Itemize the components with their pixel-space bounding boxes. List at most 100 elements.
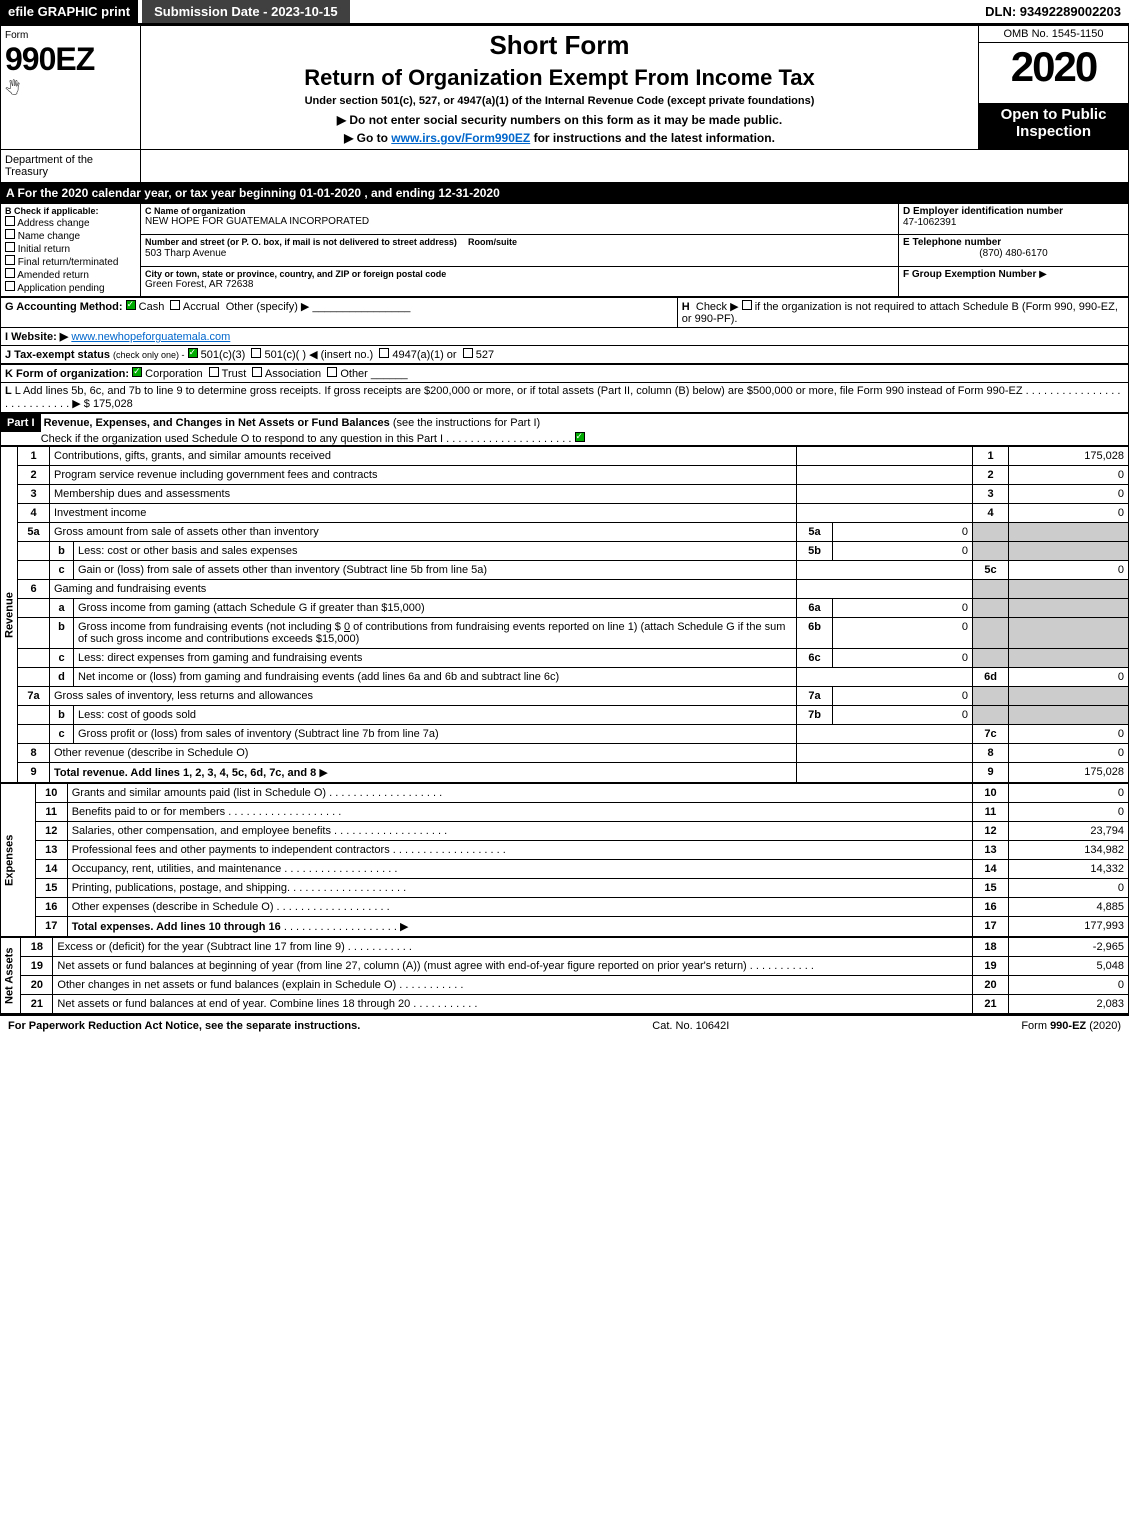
line-desc: Printing, publications, postage, and shi… (67, 879, 972, 898)
line-num: 4 (18, 504, 50, 523)
right-line-val: 0 (1009, 784, 1129, 803)
line-num: 16 (35, 898, 67, 917)
line-num: 8 (18, 744, 50, 763)
mid-line-num: 7b (797, 706, 833, 725)
line-desc: Excess or (deficit) for the year (Subtra… (53, 938, 973, 957)
line-sub: d (50, 668, 74, 687)
section-k-l: K Form of organization: Corporation Trus… (0, 364, 1129, 413)
line-desc: Total revenue. Add lines 1, 2, 3, 4, 5c,… (50, 763, 797, 783)
cb-501c3[interactable] (188, 348, 198, 358)
under-section: Under section 501(c), 527, or 4947(a)(1)… (149, 95, 970, 107)
phone: (870) 480-6170 (903, 248, 1124, 259)
right-line-num: 8 (973, 744, 1009, 763)
phone-label: E Telephone number (903, 237, 1124, 248)
short-form-title: Short Form (149, 30, 970, 61)
cb-trust[interactable] (209, 367, 219, 377)
right-line-num: 9 (973, 763, 1009, 783)
line-desc: Total expenses. Add lines 10 through 16 … (67, 917, 972, 937)
cb-assoc[interactable] (252, 367, 262, 377)
cb-name-change[interactable] (5, 229, 15, 239)
cb-527[interactable] (463, 348, 473, 358)
revenue-section-label: Revenue (1, 447, 18, 783)
efile-label[interactable]: efile GRAPHIC print (0, 0, 138, 23)
right-line-val: 0 (1009, 744, 1129, 763)
cb-address-change[interactable] (5, 216, 15, 226)
mid-line-val: 0 (833, 706, 973, 725)
cb-final-return[interactable] (5, 255, 15, 265)
net-assets-section-label: Net Assets (1, 938, 21, 1014)
line-desc: Less: cost or other basis and sales expe… (74, 542, 797, 561)
line-num: 15 (35, 879, 67, 898)
top-bar: efile GRAPHIC print Submission Date - 20… (0, 0, 1129, 25)
line-desc: Salaries, other compensation, and employ… (67, 822, 972, 841)
right-line-val: 0 (1009, 485, 1129, 504)
line-desc: Less: cost of goods sold (74, 706, 797, 725)
mid-line-num: 6b (797, 618, 833, 649)
right-line-val: 0 (1009, 466, 1129, 485)
footer: For Paperwork Reduction Act Notice, see … (0, 1014, 1129, 1036)
irs-link[interactable]: www.irs.gov/Form990EZ (391, 131, 530, 145)
cb-pending[interactable] (5, 281, 15, 291)
website-label: I Website: ▶ (5, 331, 68, 343)
part1-header: Part I Revenue, Expenses, and Changes in… (0, 413, 1129, 446)
right-line-num: 16 (973, 898, 1009, 917)
right-line-val: 134,982 (1009, 841, 1129, 860)
right-line-val: 4,885 (1009, 898, 1129, 917)
cb-corp[interactable] (132, 367, 142, 377)
line-num (18, 725, 50, 744)
right-line-num: 11 (973, 803, 1009, 822)
right-line-val: 0 (1009, 504, 1129, 523)
gross-receipts: 175,028 (93, 398, 133, 410)
line-num (18, 599, 50, 618)
mid-line-val: 0 (833, 599, 973, 618)
line-num: 7a (18, 687, 50, 706)
line-num: 2 (18, 466, 50, 485)
line-num: 3 (18, 485, 50, 504)
dln: DLN: 93492289002203 (985, 4, 1129, 19)
part1-title: Revenue, Expenses, and Changes in Net As… (44, 417, 390, 429)
cb-accrual[interactable] (170, 300, 180, 310)
cb-initial-return[interactable] (5, 242, 15, 252)
right-line-num: 10 (973, 784, 1009, 803)
website-link[interactable]: www.newhopeforguatemala.com (71, 331, 230, 343)
line-num (18, 561, 50, 580)
right-line-num: 12 (973, 822, 1009, 841)
right-line-num: 20 (973, 976, 1009, 995)
line-desc: Grants and similar amounts paid (list in… (67, 784, 972, 803)
line-num: 6 (18, 580, 50, 599)
line-desc: Net assets or fund balances at beginning… (53, 957, 973, 976)
ein: 47-1062391 (903, 217, 1124, 228)
line-desc: Membership dues and assessments (50, 485, 797, 504)
line-num (18, 649, 50, 668)
part1-check-text: Check if the organization used Schedule … (41, 433, 443, 445)
right-line-num: 7c (973, 725, 1009, 744)
right-line-val: 0 (1009, 879, 1129, 898)
expenses-section-label: Expenses (1, 784, 36, 937)
cb-schedule-b[interactable] (742, 300, 752, 310)
line-num (18, 542, 50, 561)
line-num: 20 (21, 976, 53, 995)
org-name-label: C Name of organization (145, 206, 894, 216)
do-not-enter: Do not enter social security numbers on … (149, 113, 970, 127)
line-desc: Gross amount from sale of assets other t… (50, 523, 797, 542)
line-desc: Gross sales of inventory, less returns a… (50, 687, 797, 706)
cb-4947[interactable] (379, 348, 389, 358)
mid-line-num: 6c (797, 649, 833, 668)
cb-cash[interactable] (126, 300, 136, 310)
line-num (18, 668, 50, 687)
line-desc: Net assets or fund balances at end of ye… (53, 995, 973, 1014)
form-org-label: K Form of organization: (5, 368, 129, 380)
line-num: 13 (35, 841, 67, 860)
right-line-num: 1 (973, 447, 1009, 466)
form-header-table: Form 990EZ 🖑 Short Form Return of Organi… (0, 25, 1129, 183)
cb-other-org[interactable] (327, 367, 337, 377)
line-num: 9 (18, 763, 50, 783)
mid-line-num: 7a (797, 687, 833, 706)
right-line-num: 19 (973, 957, 1009, 976)
cb-amended[interactable] (5, 268, 15, 278)
cb-schedule-o[interactable] (575, 432, 585, 442)
right-line-num: 6d (973, 668, 1009, 687)
line-desc: Gross profit or (loss) from sales of inv… (74, 725, 797, 744)
right-line-val: 175,028 (1009, 447, 1129, 466)
cb-501c[interactable] (251, 348, 261, 358)
